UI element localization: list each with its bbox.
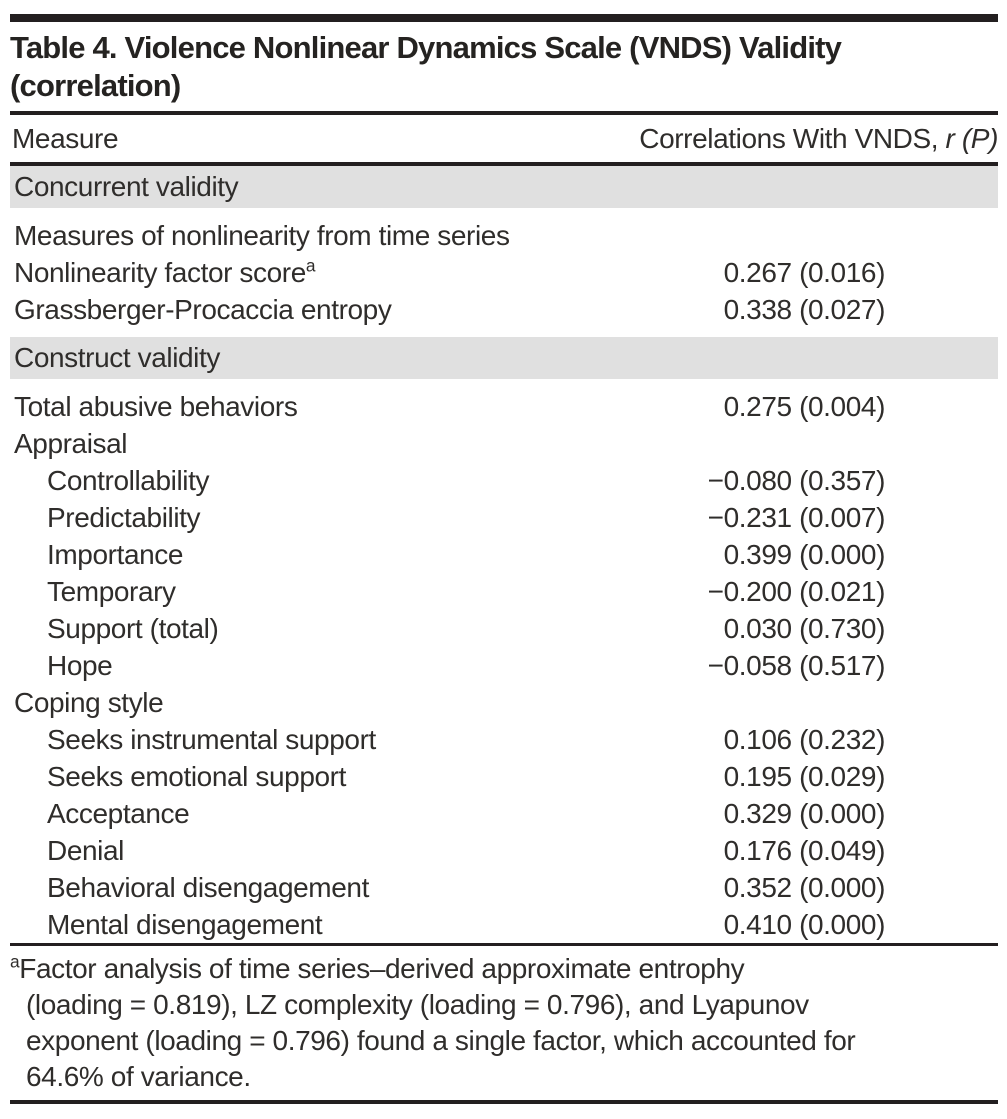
correlation-value: 0.030 (0.730) — [723, 612, 886, 644]
footnote-line: aFactor analysis of time series–derived … — [10, 951, 998, 987]
top-rule — [10, 14, 998, 22]
table-title: Table 4. Violence Nonlinear Dynamics Sca… — [10, 29, 998, 105]
table-row: Measures of nonlinearity from time serie… — [10, 217, 998, 254]
column-header-correlations: Correlations With VNDS, r (P) — [639, 123, 998, 155]
bottom-rule — [10, 1100, 998, 1104]
measure-label: Measures of nonlinearity from time serie… — [14, 219, 510, 251]
measure-label: Hope — [47, 649, 113, 681]
table-row: Support (total) 0.030 (0.730) — [10, 610, 998, 647]
table-title-line1: Table 4. Violence Nonlinear Dynamics Sca… — [10, 30, 842, 65]
section-header-row: Concurrent validity — [10, 166, 998, 208]
table-row: Acceptance 0.329 (0.000) — [10, 795, 998, 832]
measure-label: Seeks emotional support — [47, 760, 346, 792]
section-label: Concurrent validity — [14, 171, 239, 202]
column-header-measure: Measure — [12, 122, 119, 154]
correlation-value: 0.410 (0.000) — [723, 908, 886, 940]
table-row: Seeks instrumental support 0.106 (0.232) — [10, 721, 998, 758]
table-row: Mental disengagement 0.410 (0.000) — [10, 906, 998, 943]
measure-label: Total abusive behaviors — [14, 390, 298, 422]
measure-label: Behavioral disengagement — [47, 871, 369, 903]
footnote-line: (loading = 0.819), LZ complexity (loadin… — [26, 989, 809, 1020]
footnote-divider-rule — [10, 943, 998, 946]
column-header-correlations-text: Correlations With VNDS, — [639, 122, 939, 154]
measure-label: Denial — [47, 834, 124, 866]
table-footnote: aFactor analysis of time series–derived … — [10, 946, 998, 1100]
header-divider-rule — [10, 162, 998, 166]
correlation-value: 0.352 (0.000) — [723, 871, 886, 903]
column-header-row: Measure Correlations With VNDS, r (P) — [10, 115, 998, 162]
table-row: Controllability −0.080 (0.357) — [10, 462, 998, 499]
correlation-value: 0.195 (0.029) — [723, 760, 886, 792]
footnote-line: exponent (loading = 0.796) found a singl… — [26, 1025, 856, 1056]
correlation-value: 0.176 (0.049) — [723, 834, 886, 866]
p-symbol: (P) — [961, 122, 999, 154]
r-symbol: r — [945, 122, 955, 154]
table-row: Importance 0.399 (0.000) — [10, 536, 998, 573]
measure-label: Importance — [47, 538, 184, 570]
section-label: Construct validity — [14, 342, 220, 373]
measure-label: Appraisal — [14, 427, 128, 459]
table-body: Concurrent validity Measures of nonlinear… — [10, 166, 998, 943]
measure-label: Temporary — [47, 575, 176, 607]
table-title-line2: (correlation) — [10, 68, 181, 103]
correlation-value: 0.399 (0.000) — [723, 538, 886, 570]
footnote-marker: a — [10, 951, 20, 972]
table-row: Nonlinearity factor scorea 0.267 (0.016) — [10, 254, 998, 291]
footnote-marker-ref: a — [305, 255, 316, 276]
table-row: Seeks emotional support 0.195 (0.029) — [10, 758, 998, 795]
correlation-value: 0.275 (0.004) — [723, 390, 886, 422]
correlation-value: −0.080 (0.357) — [707, 464, 886, 496]
table-row: Predictability −0.231 (0.007) — [10, 499, 998, 536]
section-header-row: Construct validity — [10, 337, 998, 379]
measure-label: Nonlinearity factor scorea — [14, 255, 316, 288]
correlation-value: 0.329 (0.000) — [723, 797, 886, 829]
measure-label: Controllability — [47, 464, 210, 496]
correlation-value: 0.106 (0.232) — [723, 723, 886, 755]
title-divider-rule — [10, 111, 998, 115]
correlation-value: −0.231 (0.007) — [707, 501, 886, 533]
correlation-value: 0.338 (0.027) — [723, 293, 886, 325]
measure-label: Support (total) — [47, 612, 219, 644]
table-row: Temporary −0.200 (0.021) — [10, 573, 998, 610]
footnote-text: Factor analysis of time series–derived a… — [19, 953, 745, 984]
table-row: Coping style — [10, 684, 998, 721]
correlation-value: −0.200 (0.021) — [707, 575, 886, 607]
measure-label: Mental disengagement — [47, 908, 323, 940]
correlation-value: −0.058 (0.517) — [707, 649, 886, 681]
measure-label: Coping style — [14, 686, 164, 718]
footnote-line: 64.6% of variance. — [26, 1061, 251, 1092]
table-row: Denial 0.176 (0.049) — [10, 832, 998, 869]
table-row: Appraisal — [10, 425, 998, 462]
table-row: Total abusive behaviors 0.275 (0.004) — [10, 388, 998, 425]
measure-label: Acceptance — [47, 797, 190, 829]
measure-label: Grassberger-Procaccia entropy — [14, 293, 392, 325]
table-row: Hope −0.058 (0.517) — [10, 647, 998, 684]
measure-label: Seeks instrumental support — [47, 723, 376, 755]
table-row: Grassberger-Procaccia entropy 0.338 (0.02… — [10, 291, 998, 328]
measure-label: Predictability — [47, 501, 201, 533]
correlation-value: 0.267 (0.016) — [723, 256, 886, 288]
table-4-panel: Table 4. Violence Nonlinear Dynamics Sca… — [10, 14, 998, 1104]
table-row: Behavioral disengagement 0.352 (0.000) — [10, 869, 998, 906]
